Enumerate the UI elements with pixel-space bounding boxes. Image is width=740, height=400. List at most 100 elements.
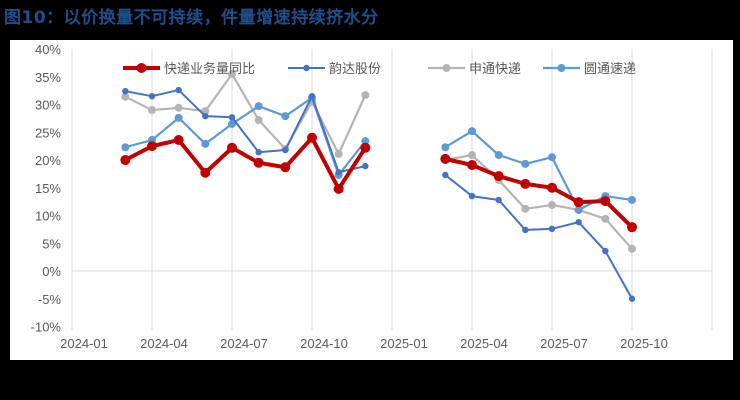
y-tick-label: 20% bbox=[35, 153, 61, 168]
y-tick-label: 10% bbox=[35, 209, 61, 224]
series-line bbox=[445, 153, 633, 250]
data-point bbox=[280, 162, 291, 173]
chart-panel: 40% 35% 30% 25% 20% 15% 10% 5% 0% -5% -10% 2024-01 2… bbox=[10, 40, 733, 360]
data-point bbox=[493, 171, 504, 182]
data-point bbox=[628, 244, 636, 253]
data-point bbox=[602, 247, 609, 255]
data-point bbox=[442, 171, 449, 179]
legend-marker bbox=[136, 63, 147, 73]
data-point bbox=[628, 295, 636, 302]
data-point bbox=[601, 214, 610, 223]
data-point bbox=[200, 167, 211, 178]
data-point bbox=[174, 103, 183, 112]
x-tick-label: 2024-04 bbox=[140, 336, 188, 351]
y-tick-label: 25% bbox=[35, 125, 61, 140]
legend-item: 圆通速递 bbox=[543, 62, 636, 77]
data-point bbox=[308, 92, 316, 100]
data-point bbox=[521, 204, 530, 213]
legend-label: 韵达股份 bbox=[329, 62, 381, 77]
line-chart: 40% 35% 30% 25% 20% 15% 10% 5% 0% -5% -10%2024-01 2… bbox=[31, 42, 713, 351]
data-point bbox=[121, 143, 130, 152]
legend-label: 快递业务量同比 bbox=[164, 61, 255, 77]
data-point bbox=[148, 92, 156, 100]
data-point bbox=[281, 112, 290, 121]
data-point bbox=[120, 155, 131, 165]
data-point bbox=[600, 196, 611, 207]
x-tick-label: 2024-10 bbox=[300, 336, 348, 351]
y-tick-label: -5% bbox=[38, 292, 62, 307]
legend-item: 申通快递 bbox=[428, 62, 521, 77]
series-line bbox=[125, 89, 366, 174]
data-point bbox=[522, 226, 529, 234]
legend-marker bbox=[557, 64, 566, 72]
data-point bbox=[520, 178, 531, 189]
data-point bbox=[174, 113, 183, 122]
data-point bbox=[282, 146, 289, 154]
y-tick-label: 35% bbox=[35, 70, 61, 85]
data-point bbox=[440, 153, 451, 164]
data-point bbox=[361, 137, 370, 146]
series-line bbox=[124, 72, 367, 155]
data-point bbox=[521, 159, 530, 168]
data-point bbox=[227, 142, 237, 153]
data-point bbox=[360, 142, 371, 153]
data-point bbox=[495, 196, 502, 204]
data-point bbox=[254, 116, 263, 125]
data-point bbox=[335, 169, 342, 176]
x-tick-label: 2025-01 bbox=[380, 336, 428, 351]
y-tick-label: 5% bbox=[42, 236, 61, 251]
data-point bbox=[494, 151, 503, 160]
series-line bbox=[444, 174, 633, 300]
data-point bbox=[548, 225, 556, 233]
data-point bbox=[361, 91, 370, 100]
x-tick-label: 2024-07 bbox=[220, 336, 268, 351]
data-point bbox=[468, 192, 476, 200]
data-point bbox=[254, 102, 263, 111]
series-line bbox=[124, 135, 368, 191]
data-point bbox=[122, 87, 129, 95]
data-point bbox=[362, 162, 369, 170]
x-tick-label: 2024-01 bbox=[60, 336, 108, 351]
data-point bbox=[175, 86, 182, 94]
data-point bbox=[253, 157, 264, 168]
y-tick-label: 15% bbox=[35, 181, 61, 196]
legend-label: 圆通速递 bbox=[584, 62, 636, 77]
data-point bbox=[547, 182, 557, 193]
data-point bbox=[548, 153, 556, 162]
data-point bbox=[333, 183, 344, 194]
data-point bbox=[147, 141, 157, 152]
x-tick-label: 2025-10 bbox=[620, 336, 668, 351]
legend-item: 快递业务量同比 bbox=[123, 61, 255, 77]
data-point bbox=[121, 92, 130, 101]
data-point bbox=[467, 159, 477, 170]
data-point bbox=[255, 149, 262, 156]
series-line bbox=[444, 130, 633, 212]
data-point bbox=[468, 151, 476, 160]
y-tick-label: -10% bbox=[31, 320, 62, 335]
x-tick-label: 2025-07 bbox=[540, 336, 588, 351]
data-point bbox=[548, 200, 556, 209]
series-3 bbox=[121, 93, 636, 214]
data-point bbox=[173, 135, 184, 146]
data-point bbox=[334, 149, 343, 158]
legend-item: 韵达股份 bbox=[288, 62, 381, 77]
legend-marker bbox=[442, 64, 451, 72]
data-point bbox=[573, 197, 584, 208]
data-point bbox=[627, 222, 637, 233]
chart-title: 图10：以价换量不可持续，件量增速持续挤水分 bbox=[4, 8, 379, 28]
data-point bbox=[307, 132, 317, 143]
data-point bbox=[148, 106, 156, 115]
data-point bbox=[441, 143, 450, 152]
legend-label: 申通快递 bbox=[469, 62, 521, 77]
data-point bbox=[628, 195, 636, 204]
data-point bbox=[228, 119, 236, 128]
data-point bbox=[228, 114, 236, 121]
series-1 bbox=[122, 86, 636, 302]
y-tick-label: 30% bbox=[35, 98, 61, 113]
y-tick-label: 0% bbox=[42, 264, 61, 279]
legend-marker bbox=[303, 64, 310, 72]
series-0 bbox=[120, 132, 637, 233]
data-point bbox=[228, 69, 236, 78]
x-tick-label: 2025-04 bbox=[460, 336, 508, 351]
data-point bbox=[574, 205, 583, 214]
